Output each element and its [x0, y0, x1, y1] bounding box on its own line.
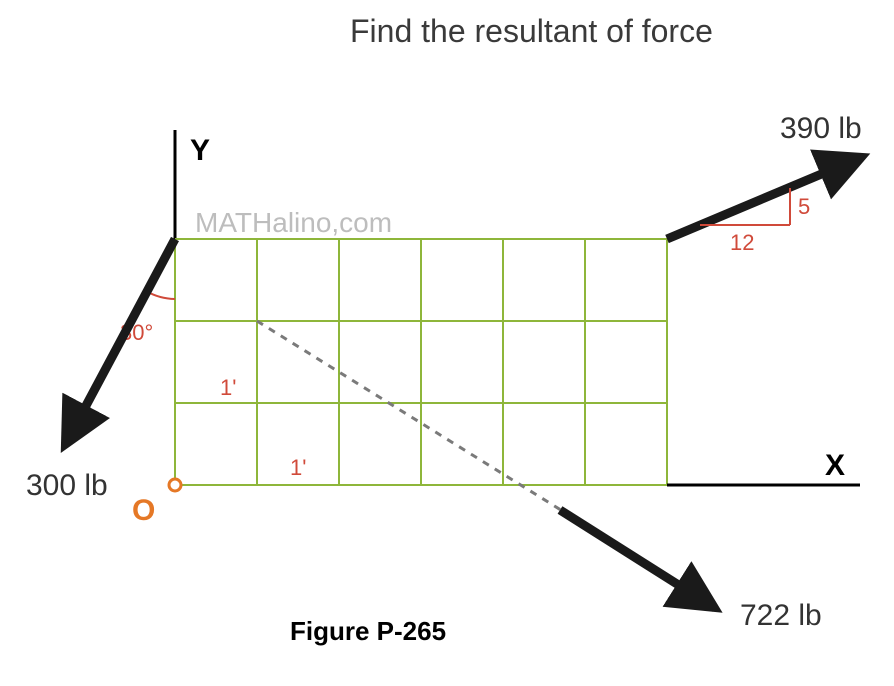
y-axis-label: Y — [190, 134, 210, 167]
origin-dot — [169, 479, 181, 491]
f3-vector — [560, 510, 715, 608]
unit-label-v: 1' — [220, 375, 236, 400]
f2-vector — [667, 157, 862, 239]
f1-vector — [65, 239, 175, 445]
grid — [175, 239, 667, 485]
x-axis-label: X — [825, 449, 845, 482]
f1-label: 300 lb — [26, 469, 108, 502]
origin-label: O — [132, 494, 155, 527]
figure-p265: Find the resultant of force Y MATHalino,… — [0, 0, 894, 686]
f2-rise: 5 — [798, 194, 810, 219]
figure-caption: Figure P-265 — [290, 616, 446, 646]
f2-label: 390 lb — [780, 112, 862, 145]
f3-label: 722 lb — [740, 599, 822, 632]
f2-run: 12 — [730, 230, 754, 255]
page-title: Find the resultant of force — [350, 13, 713, 49]
watermark: MATHalino,com — [195, 207, 392, 238]
unit-label-h: 1' — [290, 455, 306, 480]
